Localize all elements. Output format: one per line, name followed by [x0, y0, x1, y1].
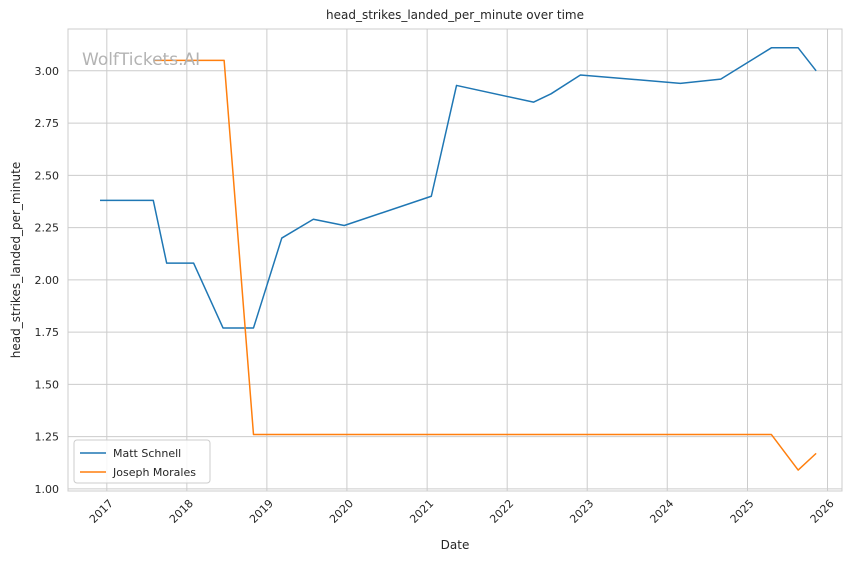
grid: [68, 29, 842, 491]
x-tick-label: 2018: [167, 497, 196, 526]
x-tick-label: 2023: [567, 497, 596, 526]
series-layer: [100, 47, 817, 471]
legend-entry-joseph-morales: Joseph Morales: [112, 466, 196, 479]
x-tick-label: 2021: [407, 497, 436, 526]
legend: Matt Schnell Joseph Morales: [73, 439, 211, 484]
plot-area: [67, 28, 843, 492]
y-tick-label: 1.00: [35, 483, 60, 496]
y-tick-label: 1.75: [35, 326, 60, 339]
x-axis-label: Date: [441, 538, 470, 552]
legend-entry-matt-schnell: Matt Schnell: [113, 447, 181, 460]
x-tick-label: 2017: [87, 497, 116, 526]
y-tick-label: 3.00: [35, 65, 60, 78]
y-tick-label: 2.50: [35, 169, 60, 182]
y-tick-label: 1.25: [35, 431, 60, 444]
x-tick-label: 2025: [728, 497, 757, 526]
watermark: WolfTickets.AI: [82, 50, 200, 70]
y-axis-label: head_strikes_landed_per_minute: [9, 162, 23, 359]
x-tick-label: 2022: [487, 497, 516, 526]
x-tick-label: 2026: [808, 497, 837, 526]
chart-title: head_strikes_landed_per_minute over time: [326, 8, 584, 22]
y-tick-label: 2.75: [35, 117, 60, 130]
x-tick-label: 2019: [247, 497, 276, 526]
x-tick-label: 2024: [647, 497, 676, 526]
legend-box: [73, 439, 211, 484]
x-tick-label: 2020: [327, 497, 356, 526]
series-line-matt-schnell: [100, 47, 817, 329]
y-tick-label: 1.50: [35, 378, 60, 391]
y-tick-label: 2.25: [35, 222, 60, 235]
series-line-joseph-morales: [153, 59, 817, 471]
y-tick-label: 2.00: [35, 274, 60, 287]
